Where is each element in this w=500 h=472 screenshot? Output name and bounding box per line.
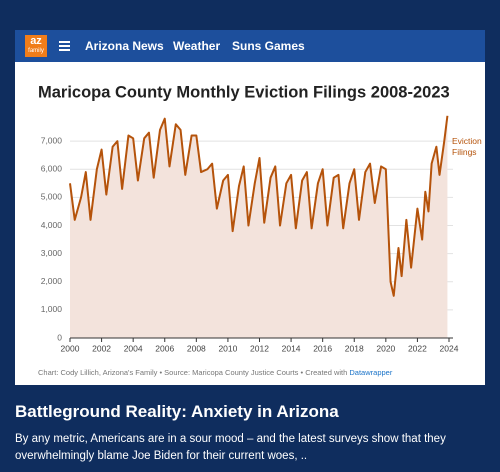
logo-text: az — [30, 35, 42, 47]
y-tick-label: 0 — [57, 332, 62, 342]
x-tick-label: 2006 — [155, 343, 174, 353]
nav-bar: az family Arizona News Weather Suns Games — [15, 30, 485, 62]
y-tick-label: 5,000 — [41, 192, 63, 202]
area — [70, 115, 448, 338]
x-tick-label: 2020 — [376, 343, 395, 353]
y-tick-label: 2,000 — [41, 276, 63, 286]
x-tick-label: 2024 — [440, 343, 459, 353]
x-tick-label: 2014 — [282, 343, 301, 353]
x-tick-label: 2012 — [250, 343, 269, 353]
x-tick-label: 2016 — [313, 343, 332, 353]
y-tick-label: 3,000 — [41, 248, 63, 258]
nav-item[interactable]: Weather — [173, 39, 221, 53]
article-card: az family Arizona News Weather Suns Games… — [15, 30, 485, 385]
y-tick-label: 4,000 — [41, 220, 63, 230]
chart-source: Chart: Cody Lillich, Arizona's Family • … — [38, 368, 393, 377]
x-tick-label: 2010 — [218, 343, 237, 353]
y-tick-label: 7,000 — [41, 135, 63, 145]
summary: By any metric, Americans are in a sour m… — [15, 433, 446, 462]
x-tick-label: 2022 — [408, 343, 427, 353]
source-link[interactable]: Datawrapper — [349, 368, 392, 377]
chart: Maricopa County Monthly Eviction Filings… — [38, 83, 459, 377]
nav-item[interactable]: Arizona News — [85, 39, 164, 53]
x-tick-label: 2000 — [61, 343, 80, 353]
legend-entry: Eviction Filings — [452, 136, 482, 157]
logo[interactable]: az family — [25, 35, 47, 57]
x-tick-label: 2002 — [92, 343, 111, 353]
y-tick-label: 6,000 — [41, 164, 63, 174]
x-tick-label: 2018 — [345, 343, 364, 353]
nav-item[interactable]: Suns Games — [232, 39, 305, 53]
source-text: Chart: Cody Lillich, Arizona's Family • … — [38, 368, 349, 377]
x-tick-label: 2004 — [124, 343, 143, 353]
headline[interactable]: Battleground Reality: Anxiety in Arizona — [15, 402, 339, 421]
x-tick-label: 2008 — [187, 343, 206, 353]
chart-title: Maricopa County Monthly Eviction Filings… — [38, 83, 450, 101]
logo-subtext: family — [28, 48, 44, 54]
y-tick-label: 1,000 — [41, 304, 63, 314]
line — [69, 115, 449, 297]
